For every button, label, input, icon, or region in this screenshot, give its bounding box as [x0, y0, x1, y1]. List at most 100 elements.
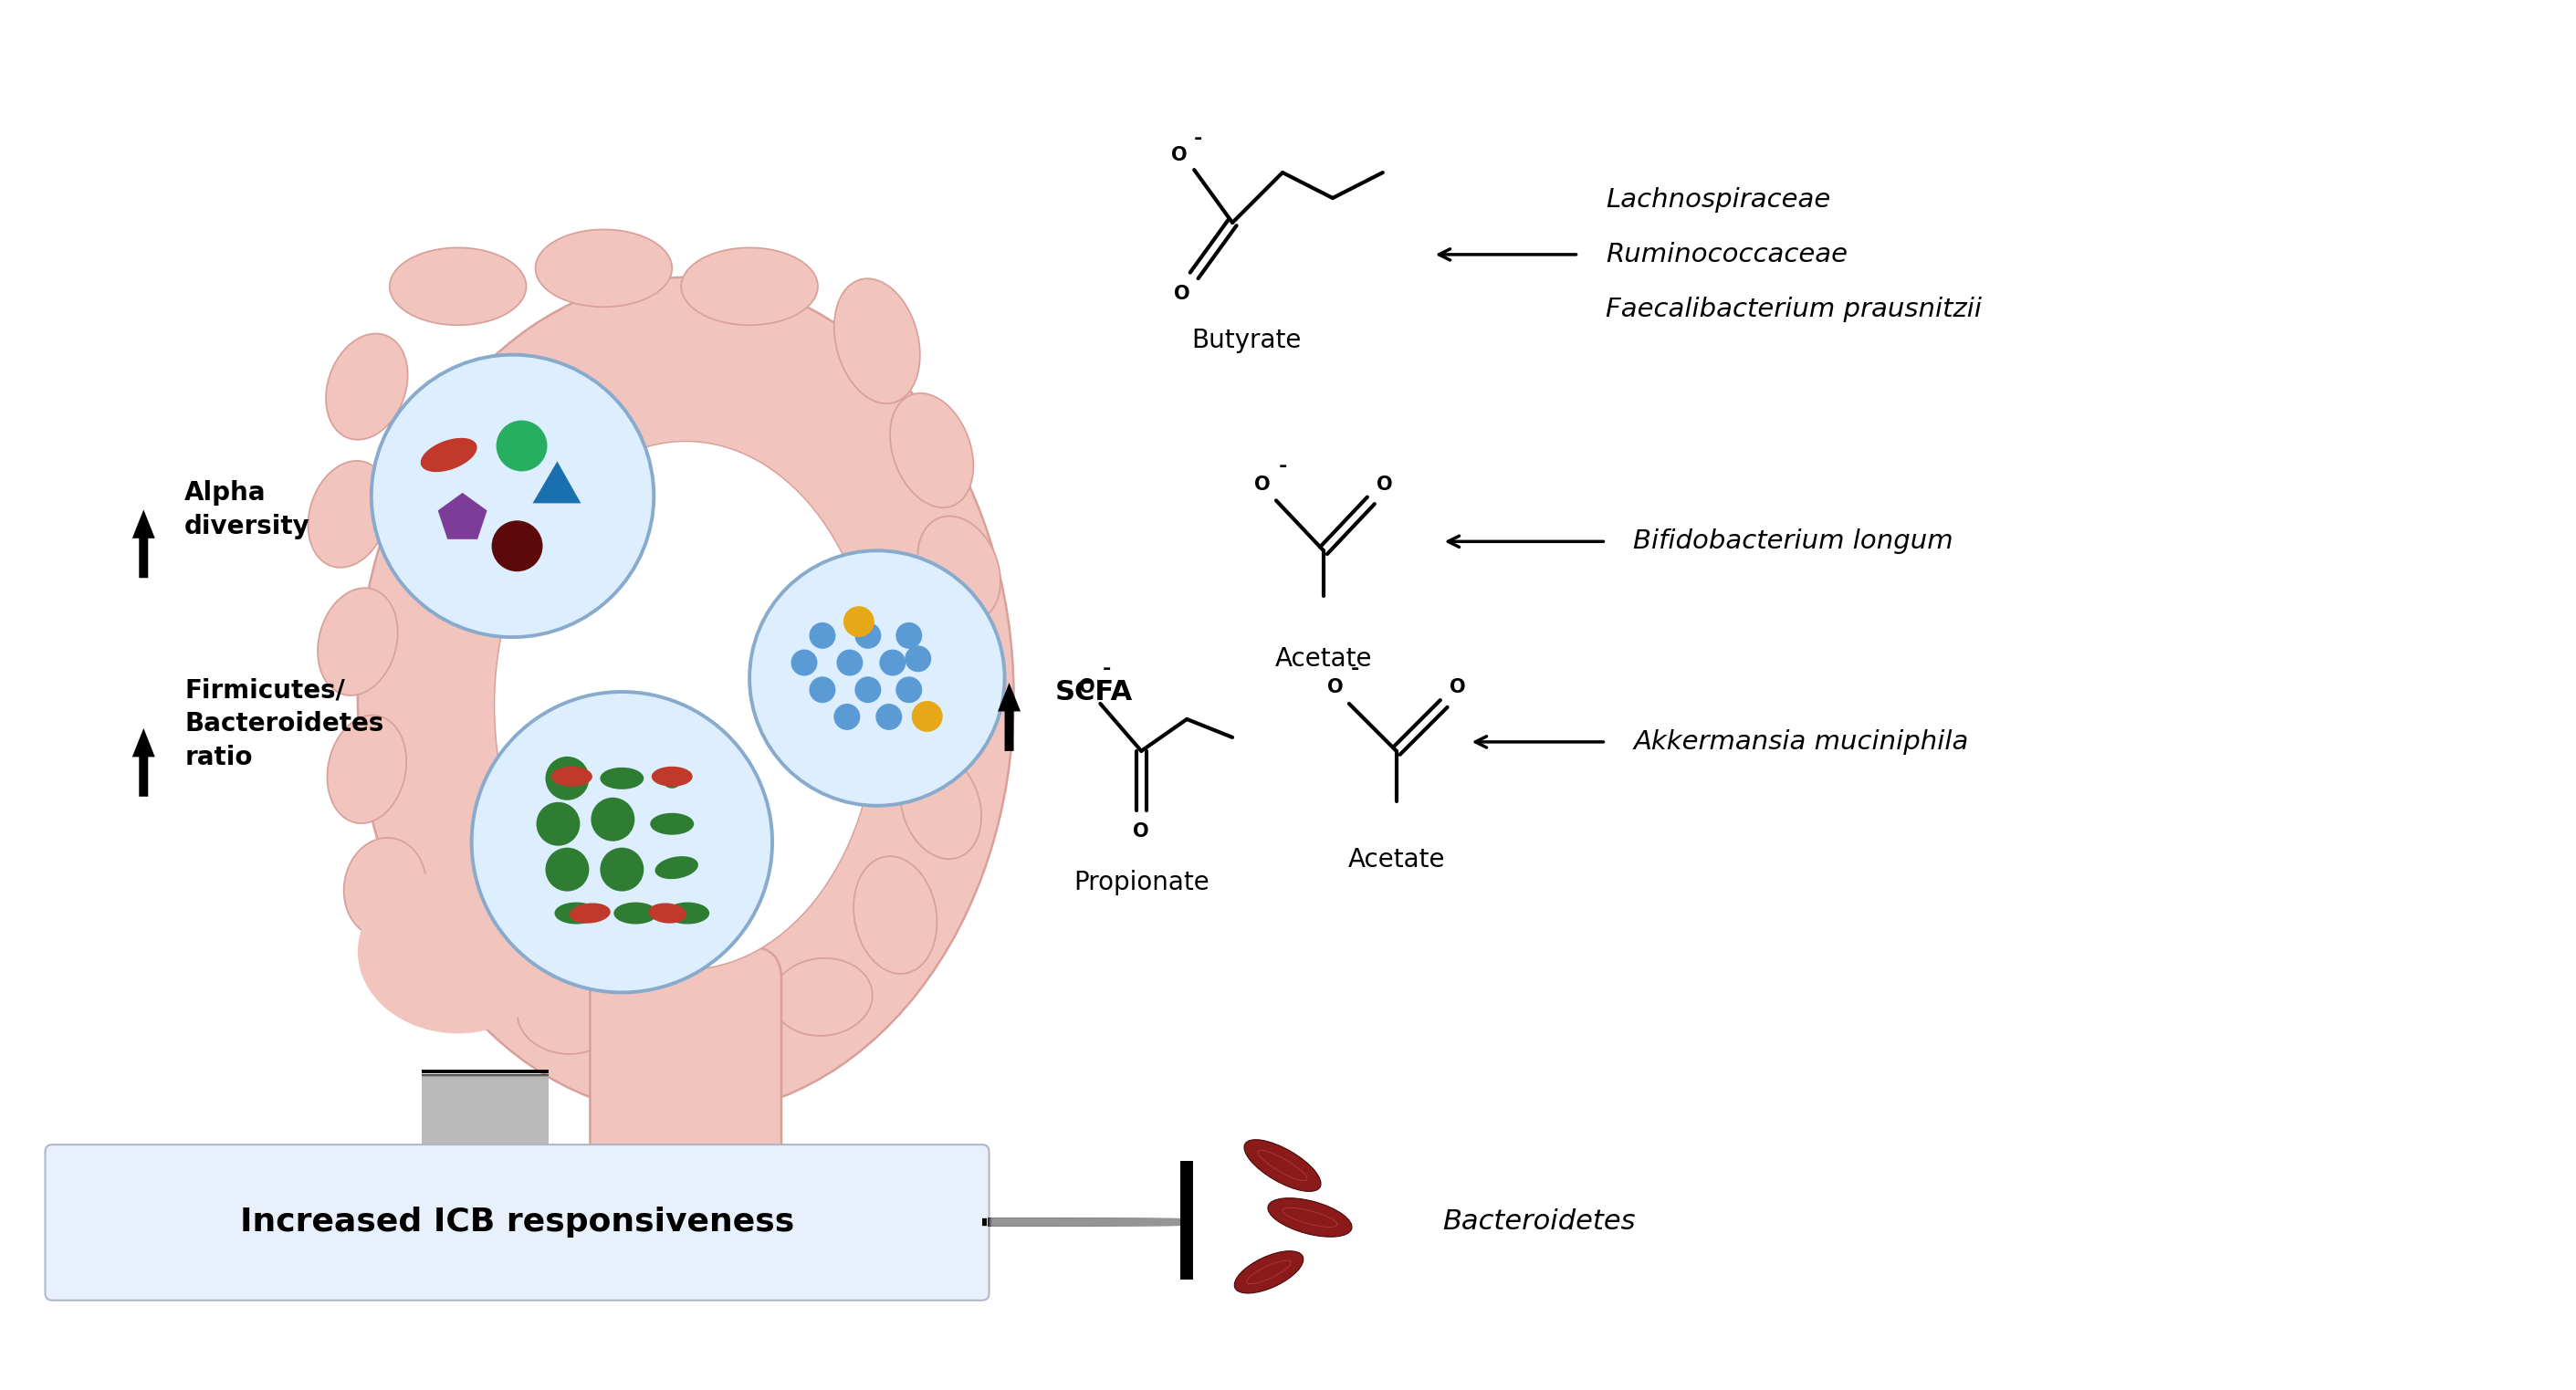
Ellipse shape [309, 461, 389, 567]
Text: Lachnospiraceae: Lachnospiraceae [1605, 188, 1832, 213]
Text: Firmicutes/
Bacteroidetes
ratio: Firmicutes/ Bacteroidetes ratio [185, 677, 384, 770]
Ellipse shape [773, 958, 873, 1036]
Circle shape [876, 703, 902, 730]
FancyBboxPatch shape [46, 1144, 989, 1301]
Ellipse shape [891, 393, 974, 507]
Text: Bifidobacterium longum: Bifidobacterium longum [1633, 528, 1953, 555]
Ellipse shape [343, 838, 425, 938]
Polygon shape [422, 1076, 549, 1131]
Ellipse shape [652, 766, 693, 787]
FancyArrow shape [131, 510, 155, 578]
Text: SCFA: SCFA [1054, 678, 1133, 705]
Circle shape [878, 649, 907, 676]
Circle shape [855, 677, 881, 703]
Polygon shape [422, 1076, 549, 1120]
Polygon shape [422, 1076, 549, 1125]
Ellipse shape [358, 277, 1015, 1115]
Polygon shape [422, 1076, 549, 1136]
FancyBboxPatch shape [590, 947, 781, 1202]
Circle shape [546, 848, 590, 891]
Circle shape [546, 756, 590, 801]
Polygon shape [422, 1076, 549, 1154]
Polygon shape [422, 1074, 549, 1113]
Ellipse shape [641, 986, 750, 1063]
Polygon shape [422, 1076, 549, 1158]
Circle shape [600, 848, 644, 891]
Text: O: O [1450, 678, 1466, 696]
Ellipse shape [600, 767, 644, 790]
FancyArrow shape [997, 682, 1020, 751]
Circle shape [471, 692, 773, 992]
Polygon shape [422, 1074, 549, 1099]
Polygon shape [422, 1074, 549, 1091]
Ellipse shape [917, 634, 999, 741]
Text: -: - [1352, 660, 1360, 678]
Circle shape [371, 354, 654, 637]
Polygon shape [438, 493, 487, 539]
Polygon shape [422, 1076, 549, 1140]
Circle shape [791, 649, 817, 676]
Text: Alpha
diversity: Alpha diversity [185, 480, 309, 539]
Circle shape [904, 645, 933, 671]
Polygon shape [422, 1074, 549, 1102]
Text: Akkermansia muciniphila: Akkermansia muciniphila [1633, 730, 1968, 755]
Ellipse shape [1244, 1140, 1321, 1191]
Ellipse shape [389, 247, 526, 325]
Polygon shape [533, 461, 582, 503]
Polygon shape [358, 1179, 613, 1225]
Text: O: O [1255, 475, 1270, 493]
Text: O: O [1175, 285, 1190, 303]
Ellipse shape [1267, 1198, 1352, 1237]
Ellipse shape [1234, 1251, 1303, 1293]
Ellipse shape [569, 904, 611, 923]
Polygon shape [422, 1074, 549, 1095]
Polygon shape [422, 1077, 549, 1161]
Circle shape [912, 701, 943, 733]
Ellipse shape [613, 902, 657, 924]
Text: O: O [1133, 821, 1149, 841]
Polygon shape [422, 1077, 549, 1176]
Text: Increased ICB responsiveness: Increased ICB responsiveness [240, 1207, 793, 1237]
Ellipse shape [554, 902, 598, 924]
Circle shape [536, 802, 580, 845]
Ellipse shape [649, 904, 688, 923]
Polygon shape [422, 1076, 549, 1150]
Text: O: O [1327, 678, 1345, 696]
Ellipse shape [654, 856, 698, 878]
Ellipse shape [680, 247, 817, 325]
Polygon shape [422, 1076, 549, 1143]
Text: -: - [1278, 457, 1288, 475]
Ellipse shape [327, 334, 407, 439]
Ellipse shape [536, 229, 672, 307]
Ellipse shape [317, 588, 397, 695]
Polygon shape [422, 1076, 549, 1147]
Polygon shape [422, 1073, 549, 1077]
Polygon shape [422, 1074, 549, 1084]
Circle shape [492, 520, 544, 571]
Polygon shape [422, 1074, 549, 1081]
FancyArrow shape [131, 728, 155, 796]
Polygon shape [422, 1076, 549, 1129]
Circle shape [497, 420, 546, 471]
Text: O: O [1172, 146, 1188, 164]
Circle shape [835, 703, 860, 730]
Ellipse shape [902, 752, 981, 859]
Ellipse shape [551, 766, 592, 787]
Text: Butyrate: Butyrate [1190, 328, 1301, 353]
Circle shape [837, 649, 863, 676]
Ellipse shape [649, 813, 693, 835]
Polygon shape [422, 1074, 549, 1088]
Ellipse shape [420, 438, 477, 473]
Polygon shape [422, 1077, 549, 1172]
Text: O: O [1079, 678, 1095, 696]
Ellipse shape [358, 870, 559, 1033]
Polygon shape [422, 1070, 549, 1073]
Polygon shape [422, 1074, 549, 1111]
Polygon shape [422, 1074, 549, 1118]
Polygon shape [422, 1077, 549, 1165]
Ellipse shape [518, 976, 618, 1054]
Circle shape [750, 550, 1005, 806]
Circle shape [590, 798, 634, 841]
Ellipse shape [665, 902, 708, 924]
Circle shape [855, 623, 881, 649]
